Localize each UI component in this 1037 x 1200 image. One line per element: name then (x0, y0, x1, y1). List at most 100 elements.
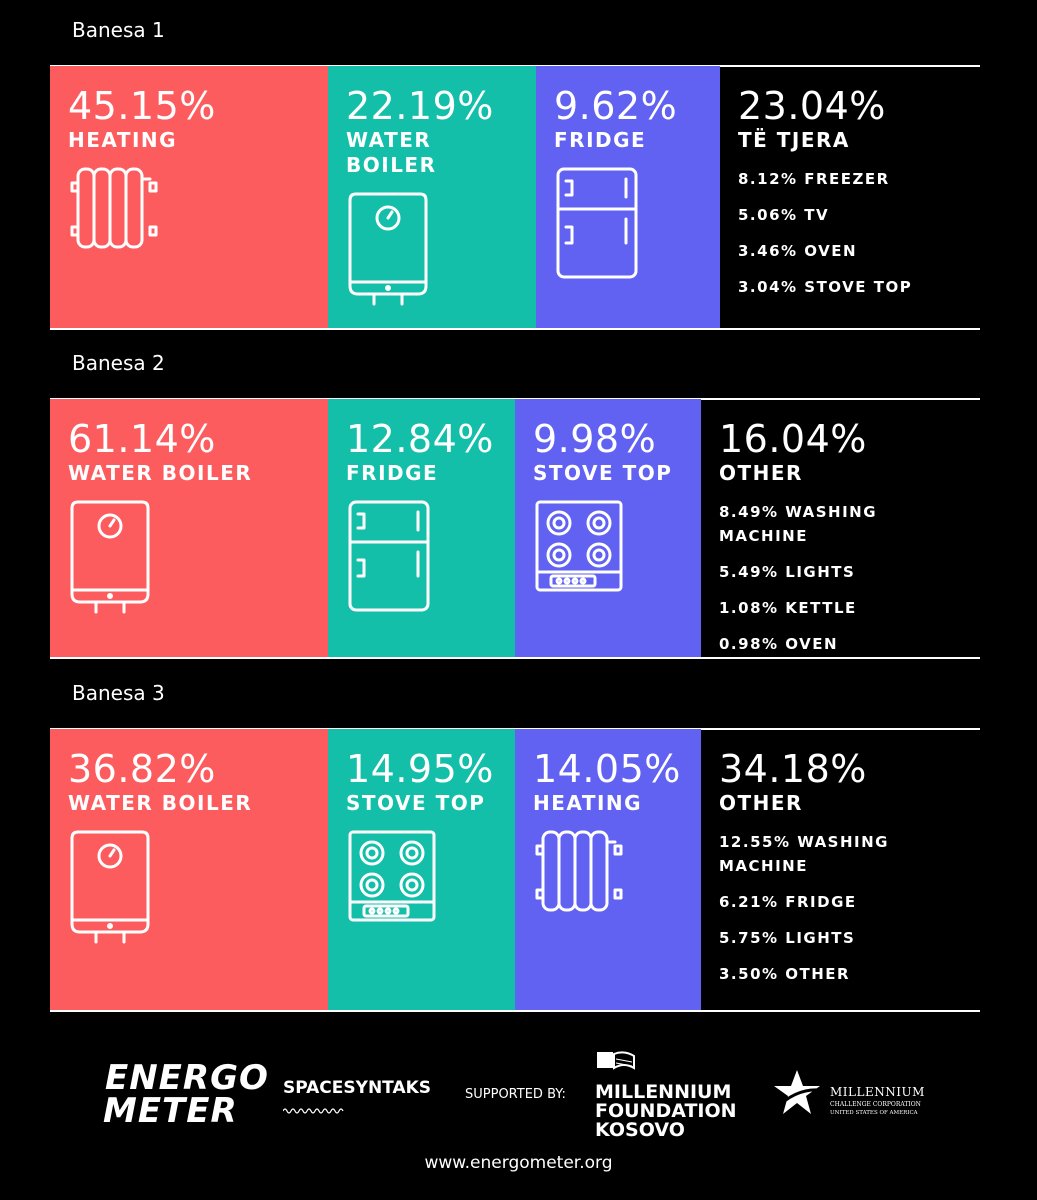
icon-shape (615, 1062, 633, 1067)
icon (346, 190, 528, 314)
item: 3.46% OVEN (738, 242, 858, 260)
divider (50, 657, 980, 659)
icon-shape (365, 878, 379, 892)
icon-graphic (556, 167, 638, 279)
icon-shape (613, 844, 623, 856)
logo-mfk: FOUNDATION (595, 1100, 737, 1122)
icon-shape (564, 225, 574, 245)
icon-shape (613, 888, 623, 900)
category-label: OTHER (719, 791, 803, 815)
category-label: STOVE TOP (346, 791, 486, 815)
icon-shape (386, 210, 394, 220)
icon-shape (405, 878, 419, 892)
icon-shape (615, 1058, 633, 1063)
section-title: Banesa 1 (72, 18, 165, 42)
category-label: TË TJERA (738, 128, 850, 152)
category-card: 9.62% FRIDGE (536, 66, 720, 328)
logo-mcc: UNITED STATES OF AMERICA (830, 1110, 918, 1116)
item-list: 12.55% WASHING MACHINE 6.21% FRIDGE 5.75% … (719, 830, 972, 986)
icon-shape (392, 907, 400, 915)
share-value: 12.84% (346, 417, 494, 461)
divider (50, 65, 980, 67)
icon-graphic (70, 500, 150, 614)
category-label: OTHER (719, 461, 803, 485)
share-value: 34.18% (719, 747, 867, 791)
icon-shape (384, 907, 392, 915)
item: 5.06% TV (738, 206, 830, 224)
wave (282, 1100, 345, 1119)
category-card: 45.15% HEATING (50, 66, 328, 328)
icon-shape (70, 500, 150, 604)
icon-shape (774, 1070, 820, 1114)
icon (68, 828, 320, 952)
item: 1.08% KETTLE (719, 599, 857, 617)
category-card: 22.19% WATER BOILER (328, 66, 536, 328)
icon-shape (564, 179, 574, 197)
icon-shape (586, 542, 612, 568)
other-card: 23.04% TË TJERA 8.12% FREEZER 5.06% TV 3.46%… (720, 66, 980, 328)
item: 8.12% FREEZER (738, 170, 890, 188)
logo-mfk: KOSOVO (595, 1119, 685, 1141)
share-value: 14.95% (346, 747, 494, 791)
category-card: 9.98% STOVE TOP (515, 399, 701, 657)
icon-shape (376, 907, 384, 915)
icon (346, 498, 507, 618)
icon-shape (613, 1051, 635, 1070)
icon-shape (385, 285, 391, 291)
icon-graphic (282, 1108, 344, 1114)
section-title: Banesa 2 (72, 351, 165, 375)
icon-shape (348, 192, 428, 296)
icon-shape (76, 167, 96, 249)
category-label: HEATING (68, 128, 178, 152)
icon-shape (592, 516, 606, 530)
icon-graphic (70, 830, 150, 944)
icon-shape (555, 577, 563, 585)
share-value: 22.19% (346, 84, 494, 128)
icon-shape (405, 846, 419, 860)
item: 8.49% WASHING MACHINE (719, 503, 878, 545)
url: www.energometer.org (424, 1153, 613, 1173)
icon-shape (774, 1088, 821, 1110)
icon-shape (97, 843, 123, 869)
item: 5.49% LIGHTS (719, 563, 856, 581)
flag (596, 1050, 636, 1076)
icon-shape (362, 904, 410, 918)
icon (533, 498, 693, 598)
icon-shape (124, 167, 144, 249)
icon-shape (107, 593, 113, 599)
icon-shape (348, 500, 430, 612)
category-card: 14.95% STOVE TOP (328, 729, 515, 1010)
icon-shape (70, 830, 150, 934)
icon-shape (541, 830, 561, 912)
category-card: 14.05% HEATING (515, 729, 701, 1010)
icon-shape (356, 512, 366, 530)
divider (50, 398, 980, 400)
icon-shape (108, 167, 128, 249)
icon (68, 165, 320, 255)
category-label: FRIDGE (346, 461, 439, 485)
icon-shape (546, 542, 572, 568)
share-value: 9.62% (554, 84, 678, 128)
icon-shape (556, 167, 638, 279)
icon-graphic (774, 1070, 821, 1114)
share-value: 45.15% (68, 84, 216, 128)
star (772, 1068, 822, 1122)
icon-shape (573, 830, 593, 912)
icon-shape (356, 558, 366, 578)
icon-graphic (535, 830, 623, 912)
icon-graphic (535, 500, 623, 592)
share-value: 61.14% (68, 417, 216, 461)
icon-shape (592, 548, 606, 562)
logo-spacesyntaks: SPACESYNTAKS (283, 1078, 432, 1098)
icon-graphic (348, 830, 436, 922)
other-card: 16.04% OTHER 8.49% WASHING MACHINE 5.49% LI… (701, 399, 980, 657)
icon-shape (579, 577, 587, 585)
category-label: STOVE TOP (533, 461, 673, 485)
icon-shape (586, 510, 612, 536)
icon-shape (399, 872, 425, 898)
icon-shape (365, 846, 379, 860)
icon-shape (148, 181, 158, 193)
icon (346, 828, 507, 928)
item: 3.04% STOVE TOP (738, 278, 913, 296)
icon (533, 828, 693, 918)
